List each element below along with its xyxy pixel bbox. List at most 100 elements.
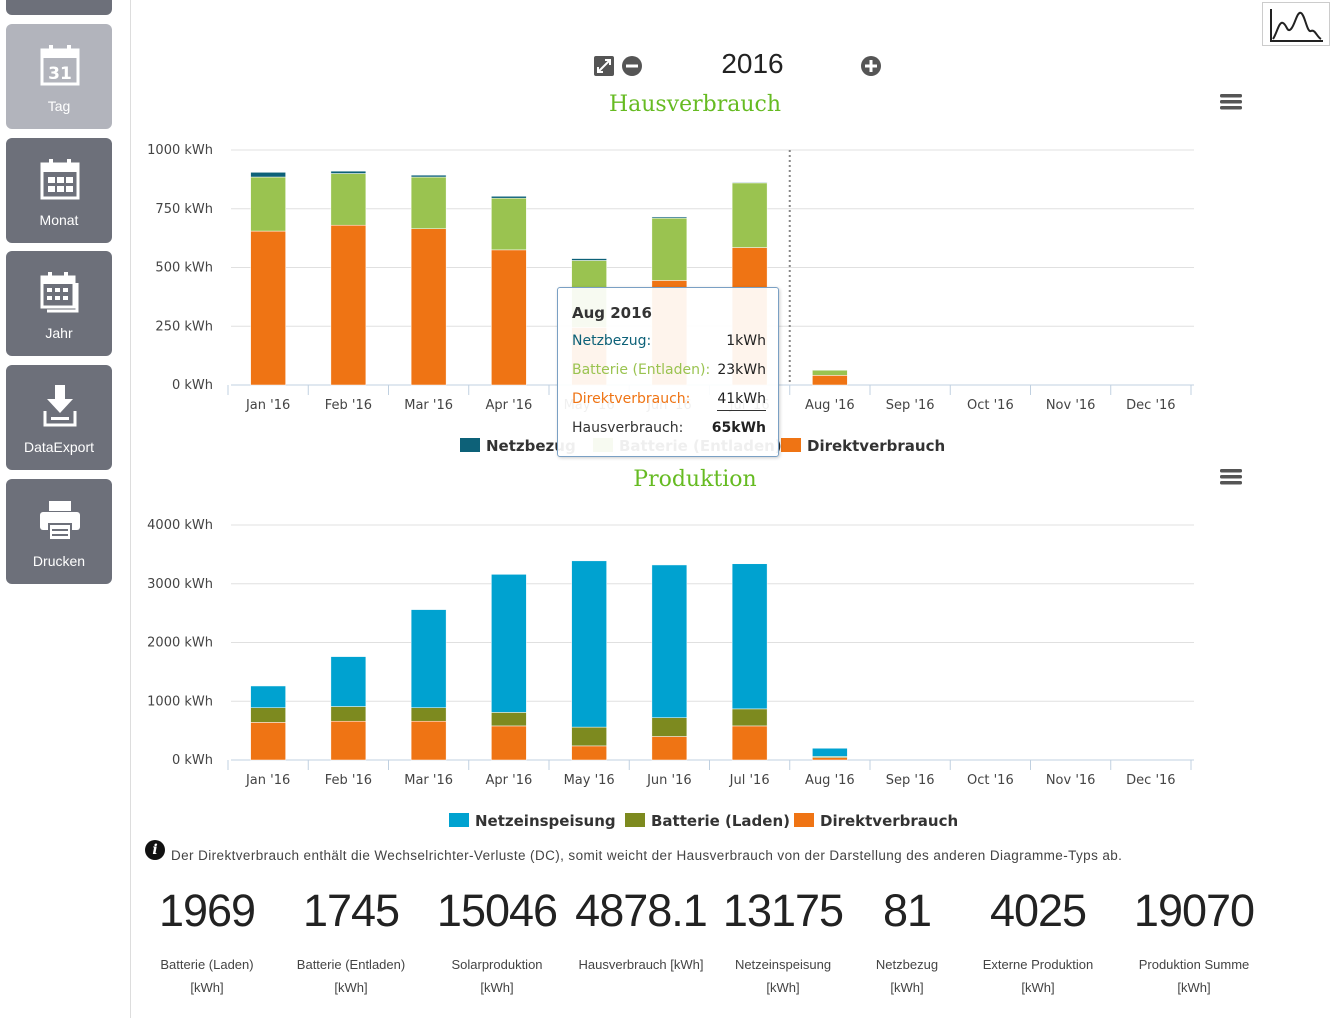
sidebar-item-top[interactable] (6, 0, 112, 15)
stat-unit: [kWh] (890, 980, 924, 995)
bar-netzeinspeisung[interactable] (651, 564, 688, 718)
legend-item-netzeinspeisung[interactable]: Netzeinspeisung (449, 812, 616, 830)
tooltip-row-batterie: Batterie (Entladen): 23kWh (572, 362, 766, 382)
bar-batterie-laden[interactable] (250, 707, 286, 723)
bar-direktverbrauch[interactable] (812, 757, 848, 761)
zoom-in-icon[interactable] (860, 55, 882, 77)
bar-netzeinspeisung[interactable] (250, 685, 286, 708)
bar-batterie-laden[interactable] (491, 712, 527, 727)
legend-item-direktverbrauch[interactable]: Direktverbrauch (794, 812, 958, 830)
bar-direktverbrauch[interactable] (731, 725, 768, 761)
tooltip-row-netzbezug: Netzbezug: 1kWh (572, 333, 766, 353)
bar-netzbezug[interactable] (250, 172, 286, 178)
bar-direktverbrauch[interactable] (250, 230, 286, 386)
sidebar-item-monat[interactable]: Monat (6, 138, 112, 243)
sidebar-item-drucken[interactable]: Drucken (6, 479, 112, 584)
bar-netzeinspeisung[interactable] (812, 748, 848, 757)
tooltip-value: 41kWh (717, 391, 766, 411)
sidebar-item-dataexport[interactable]: DataExport (6, 365, 112, 470)
bar-batterie-entladen[interactable] (812, 369, 848, 376)
x-tick-label: Apr '16 (486, 773, 533, 788)
bar-netzeinspeisung[interactable] (731, 563, 768, 710)
info-icon: i (145, 840, 165, 860)
bar-netzeinspeisung[interactable] (330, 656, 367, 707)
bar-batterie-entladen[interactable] (651, 217, 688, 281)
bar-netzbezug[interactable] (812, 369, 848, 371)
bar-batterie-laden[interactable] (731, 708, 768, 727)
legend-item-batterie-laden[interactable]: Batterie (Laden) (625, 812, 790, 830)
x-tick-label: May '16 (564, 773, 615, 788)
x-tick-label: Mar '16 (404, 398, 453, 413)
bar-direktverbrauch[interactable] (571, 745, 607, 761)
bar-netzeinspeisung[interactable] (571, 560, 607, 728)
bar-direktverbrauch[interactable] (491, 725, 527, 761)
bar-direktverbrauch[interactable] (812, 375, 848, 386)
bar-netzbezug[interactable] (330, 170, 367, 174)
bar-netzbezug[interactable] (410, 174, 447, 178)
bar-batterie-laden[interactable] (410, 707, 447, 722)
sidebar-item-label: Tag (47, 98, 71, 114)
y-tick-label: 1000 kWh (147, 143, 213, 158)
bar-netzbezug[interactable] (491, 196, 527, 199)
bar-direktverbrauch[interactable] (651, 736, 688, 761)
bar-netzeinspeisung[interactable] (491, 574, 527, 713)
tooltip-label: Direktverbrauch: (572, 391, 691, 407)
x-tick-label: Feb '16 (325, 398, 372, 413)
bar-netzbezug[interactable] (731, 181, 768, 184)
y-tick-label: 2000 kWh (147, 636, 213, 651)
stat-unit: [kWh] (480, 980, 514, 995)
legend-item-direktverbrauch[interactable]: Direktverbrauch (781, 437, 945, 455)
bar-batterie-entladen[interactable] (410, 176, 447, 229)
bar-batterie-entladen[interactable] (491, 197, 527, 251)
bar-batterie-laden[interactable] (651, 717, 688, 737)
stat-produktion-summe: 19070 Produktion Summe [kWh] (1119, 885, 1269, 995)
bar-batterie-entladen[interactable] (330, 173, 367, 226)
x-tick-label: Jan '16 (245, 773, 290, 788)
legend-item-netzbezug[interactable]: Netzbezug (460, 437, 576, 455)
stat-netzeinspeisung: 13175 Netzeinspeisung [kWh] (708, 885, 858, 995)
produktion-chart: 0 kWh 1000 kWh 2000 kWh 3000 kWh 4000 kWh Jan… (147, 518, 1194, 830)
stat-value: 15046 (436, 885, 558, 936)
bar-direktverbrauch[interactable] (410, 720, 447, 761)
sidebar-item-jahr[interactable]: Jahr (6, 251, 112, 356)
tooltip-label: Hausverbrauch: (572, 420, 684, 436)
y-tick-label: 500 kWh (155, 261, 213, 276)
stat-value: 1969 (158, 885, 256, 936)
sidebar-item-tag[interactable]: 31 Tag (6, 24, 112, 129)
bar-direktverbrauch[interactable] (250, 722, 286, 761)
bar-direktverbrauch[interactable] (491, 249, 527, 386)
y-tick-label: 3000 kWh (147, 577, 213, 592)
stat-hausverbrauch: 4878.1 Hausverbrauch [kWh] (566, 885, 716, 980)
bar-netzbezug[interactable] (571, 258, 607, 261)
bar-direktverbrauch[interactable] (410, 228, 447, 386)
calendar-day-number: 31 (48, 64, 72, 84)
bar-batterie-entladen[interactable] (731, 182, 768, 248)
fullscreen-icon[interactable] (593, 55, 615, 77)
x-tick-label: Oct '16 (967, 398, 1014, 413)
bar-batterie-laden[interactable] (571, 726, 607, 747)
zoom-out-icon[interactable] (621, 55, 643, 77)
chart-menu-icon[interactable] (1219, 92, 1243, 112)
x-tick-label: Aug '16 (805, 398, 855, 413)
logo-icon (1270, 9, 1323, 42)
bar-batterie-entladen[interactable] (250, 176, 286, 232)
bar-direktverbrauch[interactable] (330, 224, 367, 386)
y-tick-label: 0 kWh (172, 753, 213, 768)
stat-batterie-entladen: 1745 Batterie (Entladen) [kWh] (276, 885, 426, 995)
stat-unit: [kWh] (1177, 980, 1211, 995)
x-tick-label: Jan '16 (245, 398, 290, 413)
bar-netzeinspeisung[interactable] (410, 609, 447, 708)
stat-label: Batterie (Entladen) (296, 957, 406, 972)
bar-batterie-laden[interactable] (330, 706, 367, 722)
stat-label: Externe Produktion (982, 957, 1094, 972)
app-logo (1262, 2, 1330, 46)
x-tick-label: Aug '16 (805, 773, 855, 788)
stat-label: Hausverbrauch [kWh] (578, 957, 704, 972)
bar-direktverbrauch[interactable] (330, 720, 367, 761)
x-tick-label: Nov '16 (1046, 398, 1096, 413)
bar-netzbezug[interactable] (651, 216, 688, 219)
chart-tooltip: Aug 2016 Netzbezug: 1kWh Batterie (Entla… (557, 287, 779, 457)
x-tick-label: Jul '16 (729, 773, 770, 788)
chart-menu-icon[interactable] (1219, 467, 1243, 487)
sidebar-item-label: DataExport (23, 439, 95, 455)
